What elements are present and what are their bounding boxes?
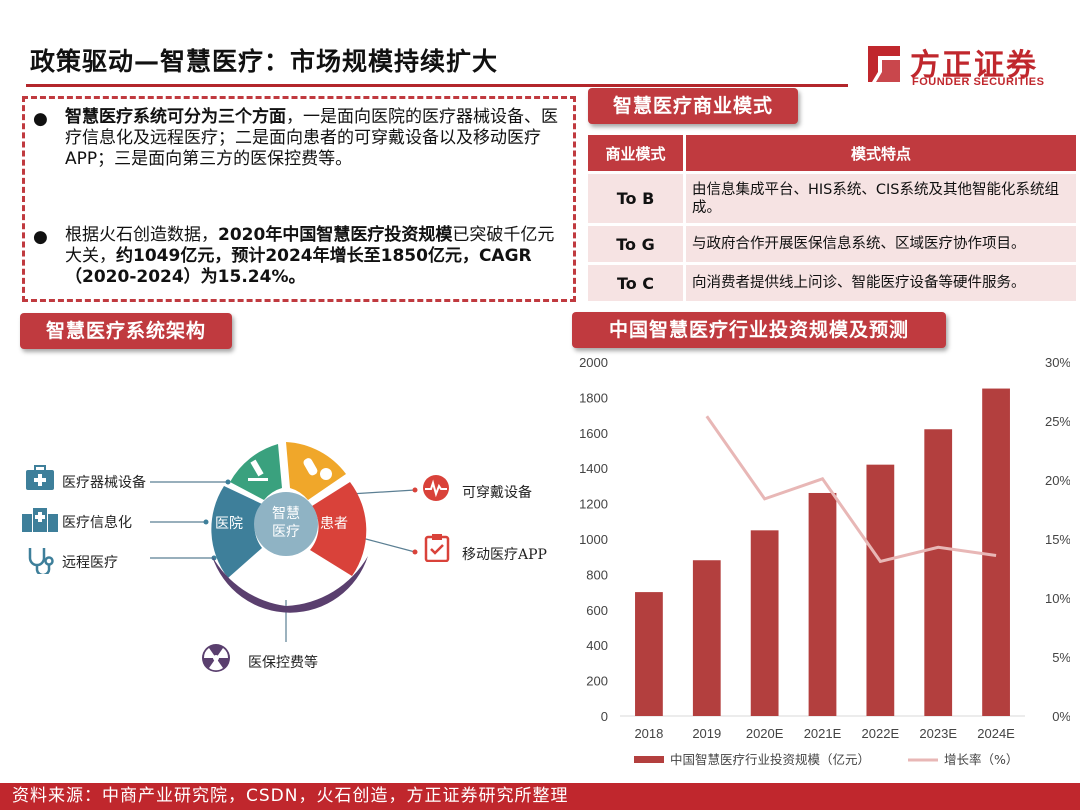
- left-item-2: 医疗信息化: [62, 515, 132, 531]
- bullet2-part-c: 已突破千亿元大关，: [65, 225, 555, 266]
- medical-kit-icon: [26, 465, 54, 490]
- bar: [692, 560, 721, 716]
- y-tick-label: 1200: [579, 497, 608, 512]
- table-row: To G 与政府合作开展医保信息系统、区域医疗协作项目。: [588, 226, 1076, 262]
- logo-english-text: FOUNDER SECURITIES: [912, 76, 1045, 88]
- x-tick-label: 2021E: [804, 726, 842, 741]
- y-tick-label: 1400: [579, 461, 608, 476]
- chart-tab: 中国智慧医疗行业投资规模及预测: [572, 312, 946, 348]
- bar: [635, 592, 663, 716]
- bullet1-bold: 智慧医疗系统可分为三个方面: [65, 107, 286, 127]
- mode-cell: To C: [588, 265, 686, 301]
- legend-label-line: 增长率（%）: [944, 752, 1018, 767]
- y-tick-label: 2000: [579, 355, 608, 370]
- third-party-label: 第三方: [261, 567, 303, 584]
- business-model-tab: 智慧医疗商业模式: [588, 88, 798, 124]
- pills-icon: [303, 458, 332, 480]
- center-label-line2: 医疗: [272, 524, 300, 540]
- y-tick-label: 800: [586, 567, 608, 582]
- source-footer: 资料来源：中商产业研究院，CSDN，火石创造，方正证券研究所整理: [0, 783, 1080, 810]
- y2-tick-label: 0%: [1052, 709, 1070, 724]
- y-tick-label: 400: [586, 638, 608, 653]
- heartbeat-icon: [423, 475, 449, 501]
- y2-tick-label: 25%: [1045, 414, 1070, 429]
- bullet-marker: ●: [33, 109, 48, 129]
- y2-tick-label: 15%: [1045, 532, 1070, 547]
- growth-rate-line: [705, 415, 997, 564]
- segment-hospital: [211, 486, 262, 578]
- mode-cell: To G: [588, 226, 686, 262]
- desc-cell: 由信息集成平台、HIS系统、CIS系统及其他智能化系统组成。: [686, 174, 1076, 223]
- y-tick-label: 200: [586, 674, 608, 689]
- bullet-marker: ●: [33, 227, 48, 247]
- architecture-diagram: 医院 患者 第三方 智慧 医疗 医疗器械设备 医疗信息化 远程医疗 可穿戴设备 …: [10, 430, 570, 690]
- bottom-item: 医保控费等: [248, 655, 318, 671]
- segment-patient: [310, 482, 367, 576]
- table-row: To B 由信息集成平台、HIS系统、CIS系统及其他智能化系统组成。: [588, 174, 1076, 223]
- stethoscope-icon: [28, 548, 54, 574]
- page-title: 政策驱动—智慧医疗：市场规模持续扩大: [30, 47, 499, 76]
- founder-logo-icon: [868, 46, 900, 82]
- x-tick-label: 2018: [634, 726, 663, 741]
- architecture-wheel: 医院 患者 第三方 智慧 医疗: [150, 442, 418, 672]
- bullet-point-1: 智慧医疗系统可分为三个方面，一是面向医院的医疗器械设备、医疗信息化及远程医疗；二…: [65, 107, 571, 170]
- legend-label-bars: 中国智慧医疗行业投资规模（亿元）: [670, 752, 870, 767]
- left-item-3: 远程医疗: [62, 555, 118, 571]
- header-mode: 商业模式: [588, 135, 686, 171]
- table-row: To C 向消费者提供线上问诊、智能医疗设备等硬件服务。: [588, 265, 1076, 301]
- company-logo: 方正证券 FOUNDER SECURITIES: [862, 42, 1052, 92]
- y-tick-label: 1000: [579, 532, 608, 547]
- microscope-icon: [248, 459, 268, 481]
- x-tick-label: 2019: [692, 726, 721, 741]
- desc-cell: 与政府合作开展医保信息系统、区域医疗协作项目。: [686, 226, 1076, 262]
- bullet1-rest: ，一是面向医院的医疗器械设备、医疗信息化及远程医疗；二是面向患者的可穿戴设备以及…: [65, 107, 558, 169]
- bullet-point-2: 根据火石创造数据，2020年中国智慧医疗投资规模已突破千亿元大关，约1049亿元…: [65, 225, 571, 288]
- y2-tick-label: 20%: [1045, 473, 1070, 488]
- desc-cell: 向消费者提供线上问诊、智能医疗设备等硬件服务。: [686, 265, 1076, 301]
- x-tick-label: 2020E: [746, 726, 784, 741]
- bullet2-part-a: 根据火石创造数据，: [65, 225, 218, 245]
- x-tick-label: 2024E: [977, 726, 1015, 741]
- bar: [924, 429, 953, 716]
- bullet2-part-b: 2020年中国智慧医疗投资规模: [218, 225, 453, 245]
- bar: [750, 530, 779, 716]
- mode-cell: To B: [588, 174, 686, 223]
- logo-chinese-text: 方正证券: [910, 48, 1038, 83]
- bar: [866, 464, 895, 716]
- center-label-line1: 智慧: [272, 506, 300, 522]
- clipboard-icon: [424, 534, 450, 562]
- investment-chart: 0 200 400 600 800 1000 1200 1400 1600 1800 2000 0% 5…: [579, 355, 1070, 767]
- y-tick-label: 1600: [579, 426, 608, 441]
- intro-text-box: ● 智慧医疗系统可分为三个方面，一是面向医院的医疗器械设备、医疗信息化及远程医疗…: [22, 96, 576, 302]
- y-tick-label: 0: [601, 709, 608, 724]
- bar: [982, 388, 1010, 716]
- bullet2-part-d: 约1049亿元，预计2024年增长至1850亿元，CAGR（2020-2024）…: [65, 246, 532, 287]
- business-model-table: 商业模式 模式特点 To B 由信息集成平台、HIS系统、CIS系统及其他智能化…: [588, 132, 1076, 304]
- right-item-2: 移动医疗APP: [462, 547, 547, 563]
- y-tick-label: 1800: [579, 390, 608, 405]
- architecture-tab: 智慧医疗系统架构: [20, 313, 232, 349]
- hospital-label: 医院: [215, 516, 243, 532]
- hospital-building-icon: [22, 508, 58, 532]
- header-feature: 模式特点: [686, 135, 1076, 171]
- y2-tick-label: 30%: [1045, 355, 1070, 370]
- x-tick-label: 2023E: [919, 726, 957, 741]
- legend-swatch-bars: [634, 756, 664, 763]
- x-tick-label: 2022E: [862, 726, 900, 741]
- segment-third-party: [212, 556, 368, 613]
- left-item-1: 医疗器械设备: [62, 475, 146, 491]
- table-header-row: 商业模式 模式特点: [588, 135, 1076, 171]
- y2-tick-label: 10%: [1045, 591, 1070, 606]
- center-circle: [254, 492, 318, 556]
- patient-label: 患者: [320, 516, 348, 532]
- title-underline: [26, 84, 848, 87]
- y-tick-label: 600: [586, 603, 608, 618]
- right-item-1: 可穿戴设备: [462, 485, 532, 501]
- y2-tick-label: 5%: [1052, 650, 1070, 665]
- bar: [808, 492, 837, 716]
